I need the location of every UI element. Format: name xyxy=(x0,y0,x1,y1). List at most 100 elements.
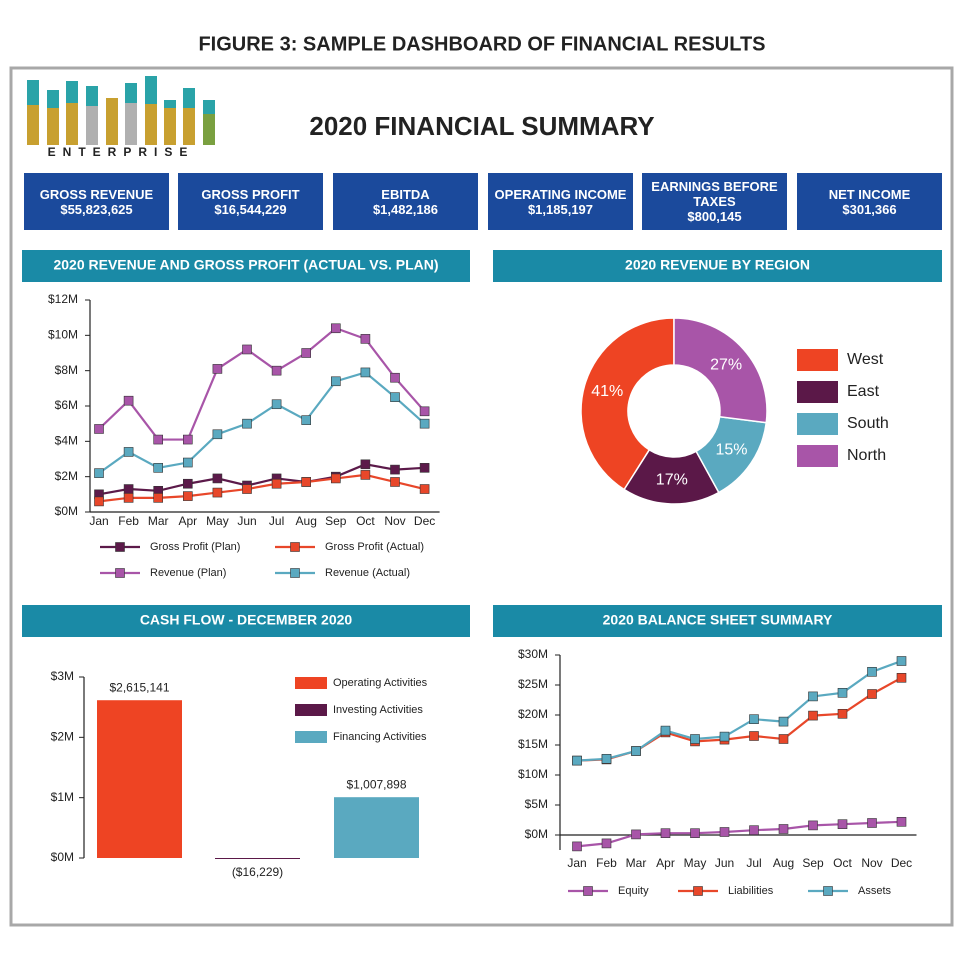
kpi-card: GROSS REVENUE $55,823,625 xyxy=(24,173,169,230)
bar-label: ($16,229) xyxy=(232,865,283,879)
y-tick-label: $8M xyxy=(55,363,78,377)
marker xyxy=(212,473,223,484)
x-tick-label: Dec xyxy=(891,856,912,870)
y-tick-label: $10M xyxy=(518,767,548,781)
marker xyxy=(271,365,282,376)
x-tick-label: Aug xyxy=(296,514,317,528)
marker xyxy=(778,716,789,727)
marker xyxy=(390,464,400,475)
x-tick-label: Jul xyxy=(746,856,761,870)
series-line xyxy=(98,463,425,496)
marker xyxy=(242,484,252,494)
marker xyxy=(896,816,907,827)
marker xyxy=(301,415,312,425)
y-tick-label: $30M xyxy=(518,647,548,661)
series-line xyxy=(576,676,903,762)
bar xyxy=(97,700,182,858)
marker xyxy=(419,463,430,473)
y-tick-label: $15M xyxy=(518,737,548,751)
x-tick-label: Feb xyxy=(118,514,139,528)
y-tick-label: $2M xyxy=(51,730,74,744)
legend-label: Liabilities xyxy=(728,885,774,897)
marker xyxy=(690,734,700,744)
legend-swatch xyxy=(797,445,838,467)
x-tick-label: Oct xyxy=(833,856,852,870)
bar-label: $2,615,141 xyxy=(109,680,169,694)
legend-label: Investing Activities xyxy=(333,704,423,716)
kpi-card: NET INCOME $301,366 xyxy=(797,173,942,230)
marker xyxy=(419,406,430,417)
marker xyxy=(183,457,193,468)
slice-label: 17% xyxy=(656,472,688,489)
marker xyxy=(390,392,400,402)
section-header xyxy=(493,250,942,282)
legend-swatch xyxy=(797,381,838,403)
logo-bar xyxy=(86,86,98,106)
marker xyxy=(808,710,818,721)
marker xyxy=(896,672,907,683)
marker xyxy=(212,429,223,440)
legend-label: Revenue (Actual) xyxy=(325,567,410,579)
y-tick-label: $20M xyxy=(518,707,548,721)
slice-label: 15% xyxy=(715,441,747,458)
series-line xyxy=(576,659,902,762)
legend-label: Gross Profit (Plan) xyxy=(150,541,240,553)
marker xyxy=(183,491,193,501)
logo-bar xyxy=(106,98,118,145)
y-tick-label: $3M xyxy=(51,669,74,683)
x-tick-label: Sep xyxy=(802,856,824,870)
kpi-card: OPERATING INCOME $1,185,197 xyxy=(488,173,633,230)
kpi-card: GROSS PROFIT $16,544,229 xyxy=(178,173,323,230)
marker xyxy=(360,470,371,480)
legend-swatch xyxy=(797,413,838,435)
marker xyxy=(212,364,223,374)
marker xyxy=(183,434,193,445)
legend-marker xyxy=(693,886,703,896)
marker xyxy=(719,827,730,837)
marker xyxy=(301,348,312,358)
marker xyxy=(808,691,818,702)
y-tick-label: $0M xyxy=(525,827,548,841)
x-tick-label: Sep xyxy=(325,514,347,528)
marker xyxy=(271,399,282,410)
marker xyxy=(301,477,312,487)
marker xyxy=(896,656,907,666)
marker xyxy=(94,496,104,507)
logo-bar xyxy=(164,100,176,108)
marker xyxy=(867,666,877,677)
marker xyxy=(212,487,223,498)
marker xyxy=(601,838,612,849)
x-tick-label: Aug xyxy=(773,856,794,870)
legend-marker xyxy=(115,542,125,552)
kpi-label: NET INCOME xyxy=(828,186,911,202)
marker xyxy=(242,418,252,429)
bar xyxy=(215,858,300,859)
x-tick-label: Jul xyxy=(269,514,284,528)
legend-marker xyxy=(290,568,300,578)
legend-label: North xyxy=(847,447,886,464)
x-tick-label: Feb xyxy=(596,856,617,870)
kpi-value: $800,145 xyxy=(687,209,742,224)
kpi-label: OPERATING INCOME xyxy=(494,186,627,202)
marker xyxy=(572,755,582,766)
logo: ENTERPRISE xyxy=(27,76,215,159)
marker xyxy=(749,731,759,741)
marker xyxy=(271,478,282,489)
chart-title: 2020 BALANCE SHEET SUMMARY xyxy=(603,612,833,628)
legend-swatch xyxy=(797,349,838,371)
legend-label: West xyxy=(847,351,884,368)
figure-title: FIGURE 3: SAMPLE DASHBOARD OF FINANCIAL … xyxy=(198,33,765,55)
y-tick-label: $0M xyxy=(55,504,78,518)
legend-label: East xyxy=(847,383,880,400)
kpi-label: EARNINGS BEFORE TAXES xyxy=(651,179,778,209)
marker xyxy=(867,818,877,828)
x-tick-label: Jan xyxy=(567,856,586,870)
bar-label: $1,007,898 xyxy=(346,777,406,791)
marker xyxy=(631,746,641,756)
marker xyxy=(123,484,134,494)
x-tick-label: Oct xyxy=(356,514,375,528)
logo-bar xyxy=(164,100,176,145)
pie-slice xyxy=(673,317,768,424)
marker xyxy=(660,828,671,839)
